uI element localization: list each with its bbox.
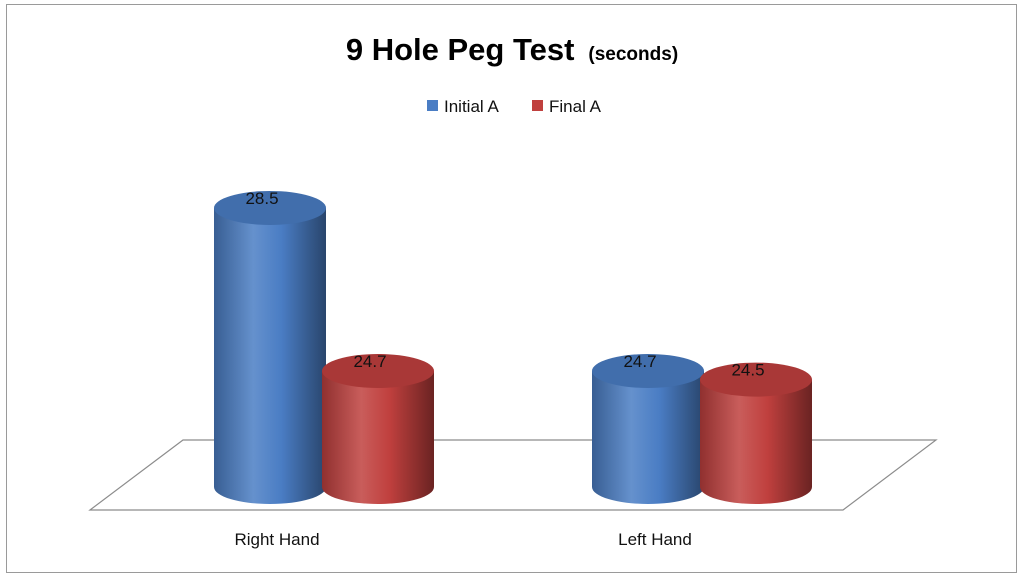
bar-top-final-a-right-hand (322, 354, 434, 388)
bar-body-final-a-left-hand (700, 379, 812, 504)
legend: Initial A Final A (427, 97, 602, 116)
bar-top-initial-a-left-hand (592, 354, 704, 388)
bar-body-initial-a-left-hand (592, 371, 704, 504)
bar-initial-a-right-hand (214, 190, 326, 505)
bar-body-final-a-right-hand (322, 371, 434, 504)
bar-body-initial-a-right-hand (214, 207, 326, 505)
bar-final-a-left-hand (700, 362, 812, 504)
data-labels: 28.5 24.7 24.7 24.5 (245, 189, 764, 380)
data-label-final-a-right-hand: 24.7 (353, 352, 386, 371)
legend-swatch-initial-a (427, 100, 438, 111)
bar-top-final-a-left-hand (700, 362, 812, 397)
bar-final-a-right-hand (322, 354, 434, 504)
data-label-final-a-left-hand: 24.5 (731, 361, 764, 380)
legend-swatch-final-a (532, 100, 543, 111)
bar-top-initial-a-right-hand (214, 190, 326, 225)
chart-title: 9 Hole Peg Test (seconds) (346, 32, 678, 67)
chart-title-unit: (seconds) (588, 44, 678, 65)
bar-initial-a-left-hand (592, 354, 704, 504)
legend-label-initial-a: Initial A (444, 97, 499, 116)
bars (214, 190, 812, 505)
chart-title-main: 9 Hole Peg Test (346, 32, 575, 67)
legend-label-final-a: Final A (549, 97, 602, 116)
data-label-initial-a-left-hand: 24.7 (623, 352, 656, 371)
category-label-right-hand: Right Hand (234, 530, 319, 549)
category-label-left-hand: Left Hand (618, 530, 692, 549)
data-label-initial-a-right-hand: 28.5 (245, 189, 278, 208)
